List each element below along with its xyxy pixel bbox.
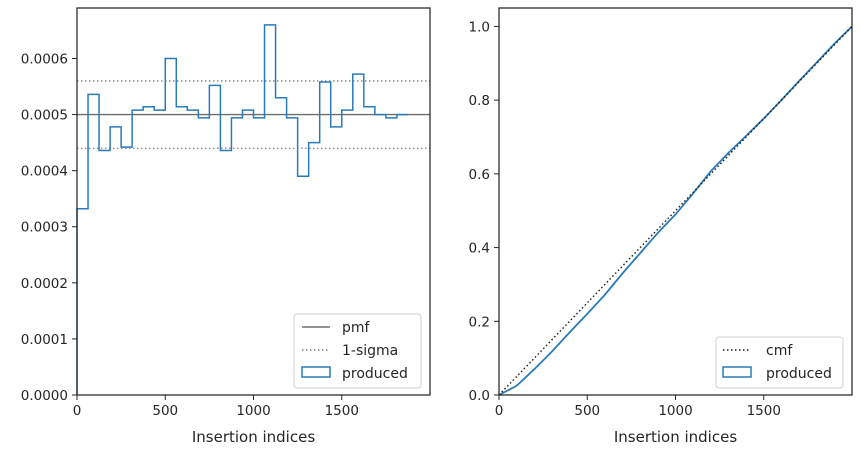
cmf-x-tick-label: 1000 [658, 403, 692, 419]
pmf-plot-area [76, 24, 430, 395]
pmf-y-tick-label: 0.0002 [21, 276, 68, 292]
pmf-legend-label-pmf: pmf [342, 320, 371, 336]
pmf-y-tick-label: 0.0004 [21, 164, 68, 180]
pmf-y-tick-label: 0.0003 [21, 220, 68, 236]
cmf-x-tick-label: 0 [495, 403, 504, 419]
produced-cumulative-line [498, 25, 853, 396]
produced-histogram [76, 24, 408, 395]
cmf-plot-area [498, 25, 853, 396]
cmf-y-tick-label: 0.4 [469, 241, 490, 257]
cmf-y-tick-label: 0.8 [469, 93, 490, 109]
pmf-y-tick-label: 0.0001 [21, 332, 68, 348]
cmf-legend-label-cmf: cmf [766, 343, 793, 359]
pmf-y-ticks: 0.0000 0.0001 0.0002 0.0003 0.0004 0.0005 0.00… [21, 51, 77, 404]
pmf-x-axis-label: Insertion indices [192, 428, 315, 446]
pmf-x-tick-label: 0 [73, 403, 82, 419]
pmf-legend-box [293, 313, 422, 389]
cmf-y-tick-label: 0.6 [469, 167, 490, 183]
pmf-x-tick-label: 1500 [325, 403, 359, 419]
pmf-x-tick-label: 500 [152, 403, 178, 419]
cmf-legend-swatch-produced [722, 366, 752, 378]
cmf-x-axis-label: Insertion indices [614, 428, 737, 446]
pmf-legend: pmf 1-sigma produced [293, 313, 422, 389]
pmf-y-tick-label: 0.0006 [21, 51, 68, 67]
pmf-y-tick-label: 0.0005 [21, 108, 68, 124]
cmf-y-ticks: 0.0 0.2 0.4 0.6 0.8 1.0 [469, 19, 499, 404]
cmf-y-tick-label: 0.0 [469, 388, 490, 404]
pmf-panel: 0 500 1000 1500 0.00000.00010.00020.00030.0… [21, 7, 431, 446]
pmf-y-tick-label: 0.0000 [21, 388, 68, 404]
pmf-x-tick-label: 1000 [236, 403, 270, 419]
pmf-x-ticks: 0 500 1000 1500 [73, 395, 359, 419]
cmf-legend-label-produced: produced [766, 366, 832, 382]
cmf-line [498, 25, 853, 396]
cmf-x-tick-label: 500 [574, 403, 600, 419]
pmf-legend-label-produced: produced [342, 366, 408, 382]
cmf-x-ticks: 0 500 1000 1500 [495, 395, 781, 419]
pmf-legend-label-sigma: 1-sigma [342, 343, 398, 359]
cmf-y-tick-label: 1.0 [469, 19, 490, 35]
cmf-panel: 0 500 1000 1500 0.0 0.2 0.4 0.6 0.8 1.0 Insertio… [469, 7, 853, 446]
cmf-x-tick-label: 1500 [747, 403, 781, 419]
pmf-legend-swatch-produced [301, 366, 331, 378]
cmf-legend: cmf produced [715, 336, 844, 389]
cmf-y-tick-label: 0.2 [469, 314, 490, 330]
